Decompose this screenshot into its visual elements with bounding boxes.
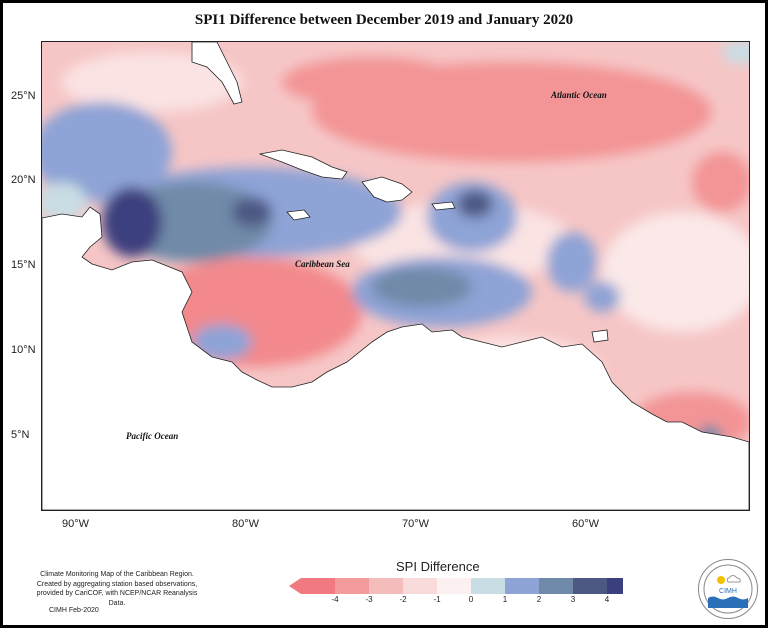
legend-swatch: [539, 578, 573, 594]
water-icon: [708, 596, 748, 608]
map-figure: SPI1 Difference between December 2019 an…: [3, 3, 765, 625]
legend-tick-label: 3: [570, 595, 576, 604]
map-title: SPI1 Difference between December 2019 an…: [194, 12, 574, 28]
legend-swatch: [607, 578, 623, 594]
lat-tick: 5°N: [11, 429, 30, 441]
spi-difference-field: [42, 42, 749, 510]
lat-tick: 25°N: [11, 90, 36, 102]
legend-swatch: [335, 578, 369, 594]
lat-tick: 20°N: [11, 174, 36, 186]
legend-colorbar: [289, 578, 623, 594]
atlantic-ocean-label: Atlantic Ocean: [551, 90, 607, 100]
cimh-logo: CIMH: [698, 559, 758, 619]
puerto-rico-land: [431, 201, 456, 211]
pacific-ocean-label: Pacific Ocean: [126, 431, 179, 441]
lon-tick: 70°W: [402, 518, 430, 530]
florida-land: [191, 42, 243, 105]
legend-tick-label: 2: [536, 595, 542, 604]
credit-line: Created by aggregating station based obs…: [36, 580, 198, 588]
legend-tick-label: -4: [331, 595, 339, 604]
legend-swatch: [289, 578, 335, 594]
hispaniola-land: [361, 176, 413, 203]
credit-line: Climate Monitoring Map of the Caribbean …: [40, 571, 194, 578]
credit-line: provided by CariCOF, with NCEP/NCAR Rean…: [36, 590, 198, 607]
map-credit: Climate Monitoring Map of the Caribbean …: [30, 570, 204, 608]
legend-tick-label: -2: [399, 595, 407, 604]
legend-tick-label: 4: [604, 595, 610, 604]
sun-icon: [717, 576, 725, 584]
logo-text: CIMH: [719, 588, 737, 595]
legend-tick-label: -1: [433, 595, 441, 604]
legend-swatch: [403, 578, 437, 594]
lon-tick: 80°W: [232, 518, 260, 530]
legend-swatch: [437, 578, 471, 594]
map-plot-area: [41, 41, 750, 511]
legend-swatch: [573, 578, 607, 594]
lat-tick: 10°N: [11, 344, 36, 356]
lat-tick: 15°N: [11, 259, 36, 271]
cimh-logo-image: CIMH: [703, 564, 753, 614]
legend-tick-label: 1: [502, 595, 508, 604]
legend-tick-label: -3: [365, 595, 373, 604]
jamaica-land: [286, 209, 311, 221]
credit-date: CIMH Feb-2020: [49, 607, 99, 614]
caribbean-sea-label: Caribbean Sea: [295, 259, 350, 269]
legend-tick-label: 0: [468, 595, 474, 604]
legend-title: SPI Difference: [396, 559, 480, 574]
legend-swatch: [471, 578, 505, 594]
lon-tick: 60°W: [572, 518, 600, 530]
legend-swatch: [369, 578, 403, 594]
legend-swatch: [505, 578, 539, 594]
cloud-icon: [726, 575, 741, 583]
lon-tick: 90°W: [62, 518, 90, 530]
trinidad-land: [591, 329, 609, 343]
central-america-land: [42, 206, 749, 510]
cuba-land: [258, 149, 348, 180]
